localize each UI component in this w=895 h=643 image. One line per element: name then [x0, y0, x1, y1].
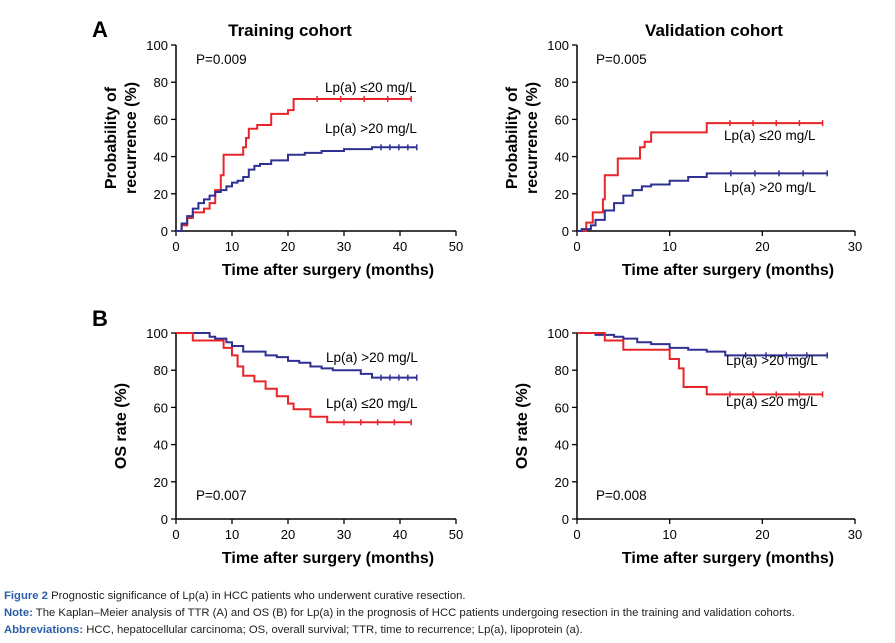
x-tick-label: 20 [755, 239, 769, 254]
y-tick-label: 40 [154, 150, 168, 165]
x-tick-label: 50 [449, 239, 463, 254]
series-line-high-lpa [176, 146, 417, 232]
series-line-high-lpa [577, 332, 828, 357]
chart-0: 0 20 40 60 80 100 0 10 20 30 40 50 Time after surger… [103, 38, 463, 279]
y-tick-label: 100 [146, 38, 168, 53]
y-tick-label: 80 [154, 363, 168, 378]
y-tick-label: 60 [154, 112, 168, 127]
y-axis-label: OS rate (%) [514, 383, 531, 469]
series-line-low-lpa [176, 332, 412, 424]
chart-1: 0 20 40 60 80 100 0 10 20 30 Time after surgery (m… [504, 38, 862, 279]
abbr-text: HCC, hepatocellular carcinoma; OS, overa… [83, 624, 583, 636]
x-tick-label: 40 [393, 239, 407, 254]
x-tick-label: 20 [755, 527, 769, 542]
x-tick-label: 0 [172, 527, 179, 542]
y-tick-label: 100 [146, 326, 168, 341]
series-label: Lp(a) >20 mg/L [726, 353, 818, 368]
x-axis-label: Time after surgery (months) [622, 550, 834, 567]
y-axis-label: Probability of recurrence (%) [504, 82, 541, 194]
x-tick-label: 10 [225, 527, 239, 542]
note-label: Note: [4, 607, 33, 619]
x-tick-label: 10 [662, 239, 676, 254]
x-tick-label: 10 [662, 527, 676, 542]
y-tick-label: 40 [555, 150, 569, 165]
panel-letter-b: B [92, 306, 108, 331]
y-tick-label: 0 [562, 512, 569, 527]
p-value: P=0.005 [596, 52, 647, 67]
y-tick-label: 0 [562, 224, 569, 239]
figure-note: Note: The Kaplan–Meier analysis of TTR (… [4, 607, 795, 619]
x-tick-label: 30 [848, 239, 862, 254]
series-label: Lp(a) ≤20 mg/L [325, 80, 417, 95]
y-tick-label: 20 [555, 187, 569, 202]
x-tick-label: 50 [449, 527, 463, 542]
y-tick-label: 60 [555, 112, 569, 127]
x-tick-label: 30 [337, 239, 351, 254]
y-axis-label: Probability of recurrence (%) [103, 82, 140, 194]
p-value: P=0.008 [596, 488, 647, 503]
x-tick-label: 0 [573, 527, 580, 542]
y-tick-label: 60 [555, 400, 569, 415]
y-tick-label: 80 [555, 363, 569, 378]
y-tick-label: 20 [154, 475, 168, 490]
series-label: Lp(a) ≤20 mg/L [326, 396, 418, 411]
series-line-high-lpa [176, 332, 417, 379]
x-tick-label: 0 [573, 239, 580, 254]
y-tick-label: 80 [154, 75, 168, 90]
y-tick-label: 40 [555, 438, 569, 453]
p-value: P=0.009 [196, 52, 247, 67]
x-tick-label: 20 [281, 527, 295, 542]
y-tick-label: 40 [154, 438, 168, 453]
figure-label: Figure 2 [4, 590, 48, 602]
series-line-low-lpa [176, 97, 412, 232]
x-tick-label: 30 [848, 527, 862, 542]
chart-3: 0 20 40 60 80 100 0 10 20 30 Time after surgery (m… [514, 326, 862, 567]
abbr-label: Abbreviations: [4, 624, 84, 636]
series-line-low-lpa [577, 122, 823, 232]
series-label: Lp(a) ≤20 mg/L [724, 128, 816, 143]
column-title-training: Training cohort [228, 21, 352, 40]
km-figure: A B Training cohort Validation cohort 0 2… [92, 17, 862, 567]
p-value: P=0.007 [196, 488, 247, 503]
y-tick-label: 80 [555, 75, 569, 90]
chart-2: 0 20 40 60 80 100 0 10 20 30 40 50 Time after surger… [113, 326, 463, 567]
panel-letter-a: A [92, 17, 108, 42]
y-tick-label: 20 [154, 187, 168, 202]
series-label: Lp(a) ≤20 mg/L [726, 394, 818, 409]
y-tick-label: 100 [547, 38, 569, 53]
series-label: Lp(a) >20 mg/L [325, 121, 417, 136]
figure-caption: Figure 2 Prognostic significance of Lp(a… [4, 590, 466, 602]
y-tick-label: 0 [161, 512, 168, 527]
series-label: Lp(a) >20 mg/L [724, 180, 816, 195]
figure-text: Prognostic significance of Lp(a) in HCC … [47, 590, 466, 602]
column-title-validation: Validation cohort [645, 21, 783, 40]
y-tick-label: 20 [555, 475, 569, 490]
series-label: Lp(a) >20 mg/L [326, 350, 418, 365]
x-axis-label: Time after surgery (months) [222, 550, 434, 567]
x-tick-label: 40 [393, 527, 407, 542]
series-line-low-lpa [577, 332, 823, 396]
y-axis-label-line: recurrence (%) [123, 82, 140, 194]
x-tick-label: 0 [172, 239, 179, 254]
y-axis-label: OS rate (%) [113, 383, 130, 469]
figure-abbreviations: Abbreviations: HCC, hepatocellular carci… [4, 624, 583, 636]
series-line-high-lpa [577, 172, 828, 232]
x-axis-label: Time after surgery (months) [622, 262, 834, 279]
y-axis-label-line: recurrence (%) [524, 82, 541, 194]
y-axis-label-line: Probability of [504, 86, 521, 189]
x-tick-label: 20 [281, 239, 295, 254]
y-tick-label: 60 [154, 400, 168, 415]
x-axis-label: Time after surgery (months) [222, 262, 434, 279]
y-axis-label-line: Probability of [103, 86, 120, 189]
y-tick-label: 100 [547, 326, 569, 341]
x-tick-label: 30 [337, 527, 351, 542]
note-text: The Kaplan–Meier analysis of TTR (A) and… [32, 607, 795, 619]
y-tick-label: 0 [161, 224, 168, 239]
x-tick-label: 10 [225, 239, 239, 254]
